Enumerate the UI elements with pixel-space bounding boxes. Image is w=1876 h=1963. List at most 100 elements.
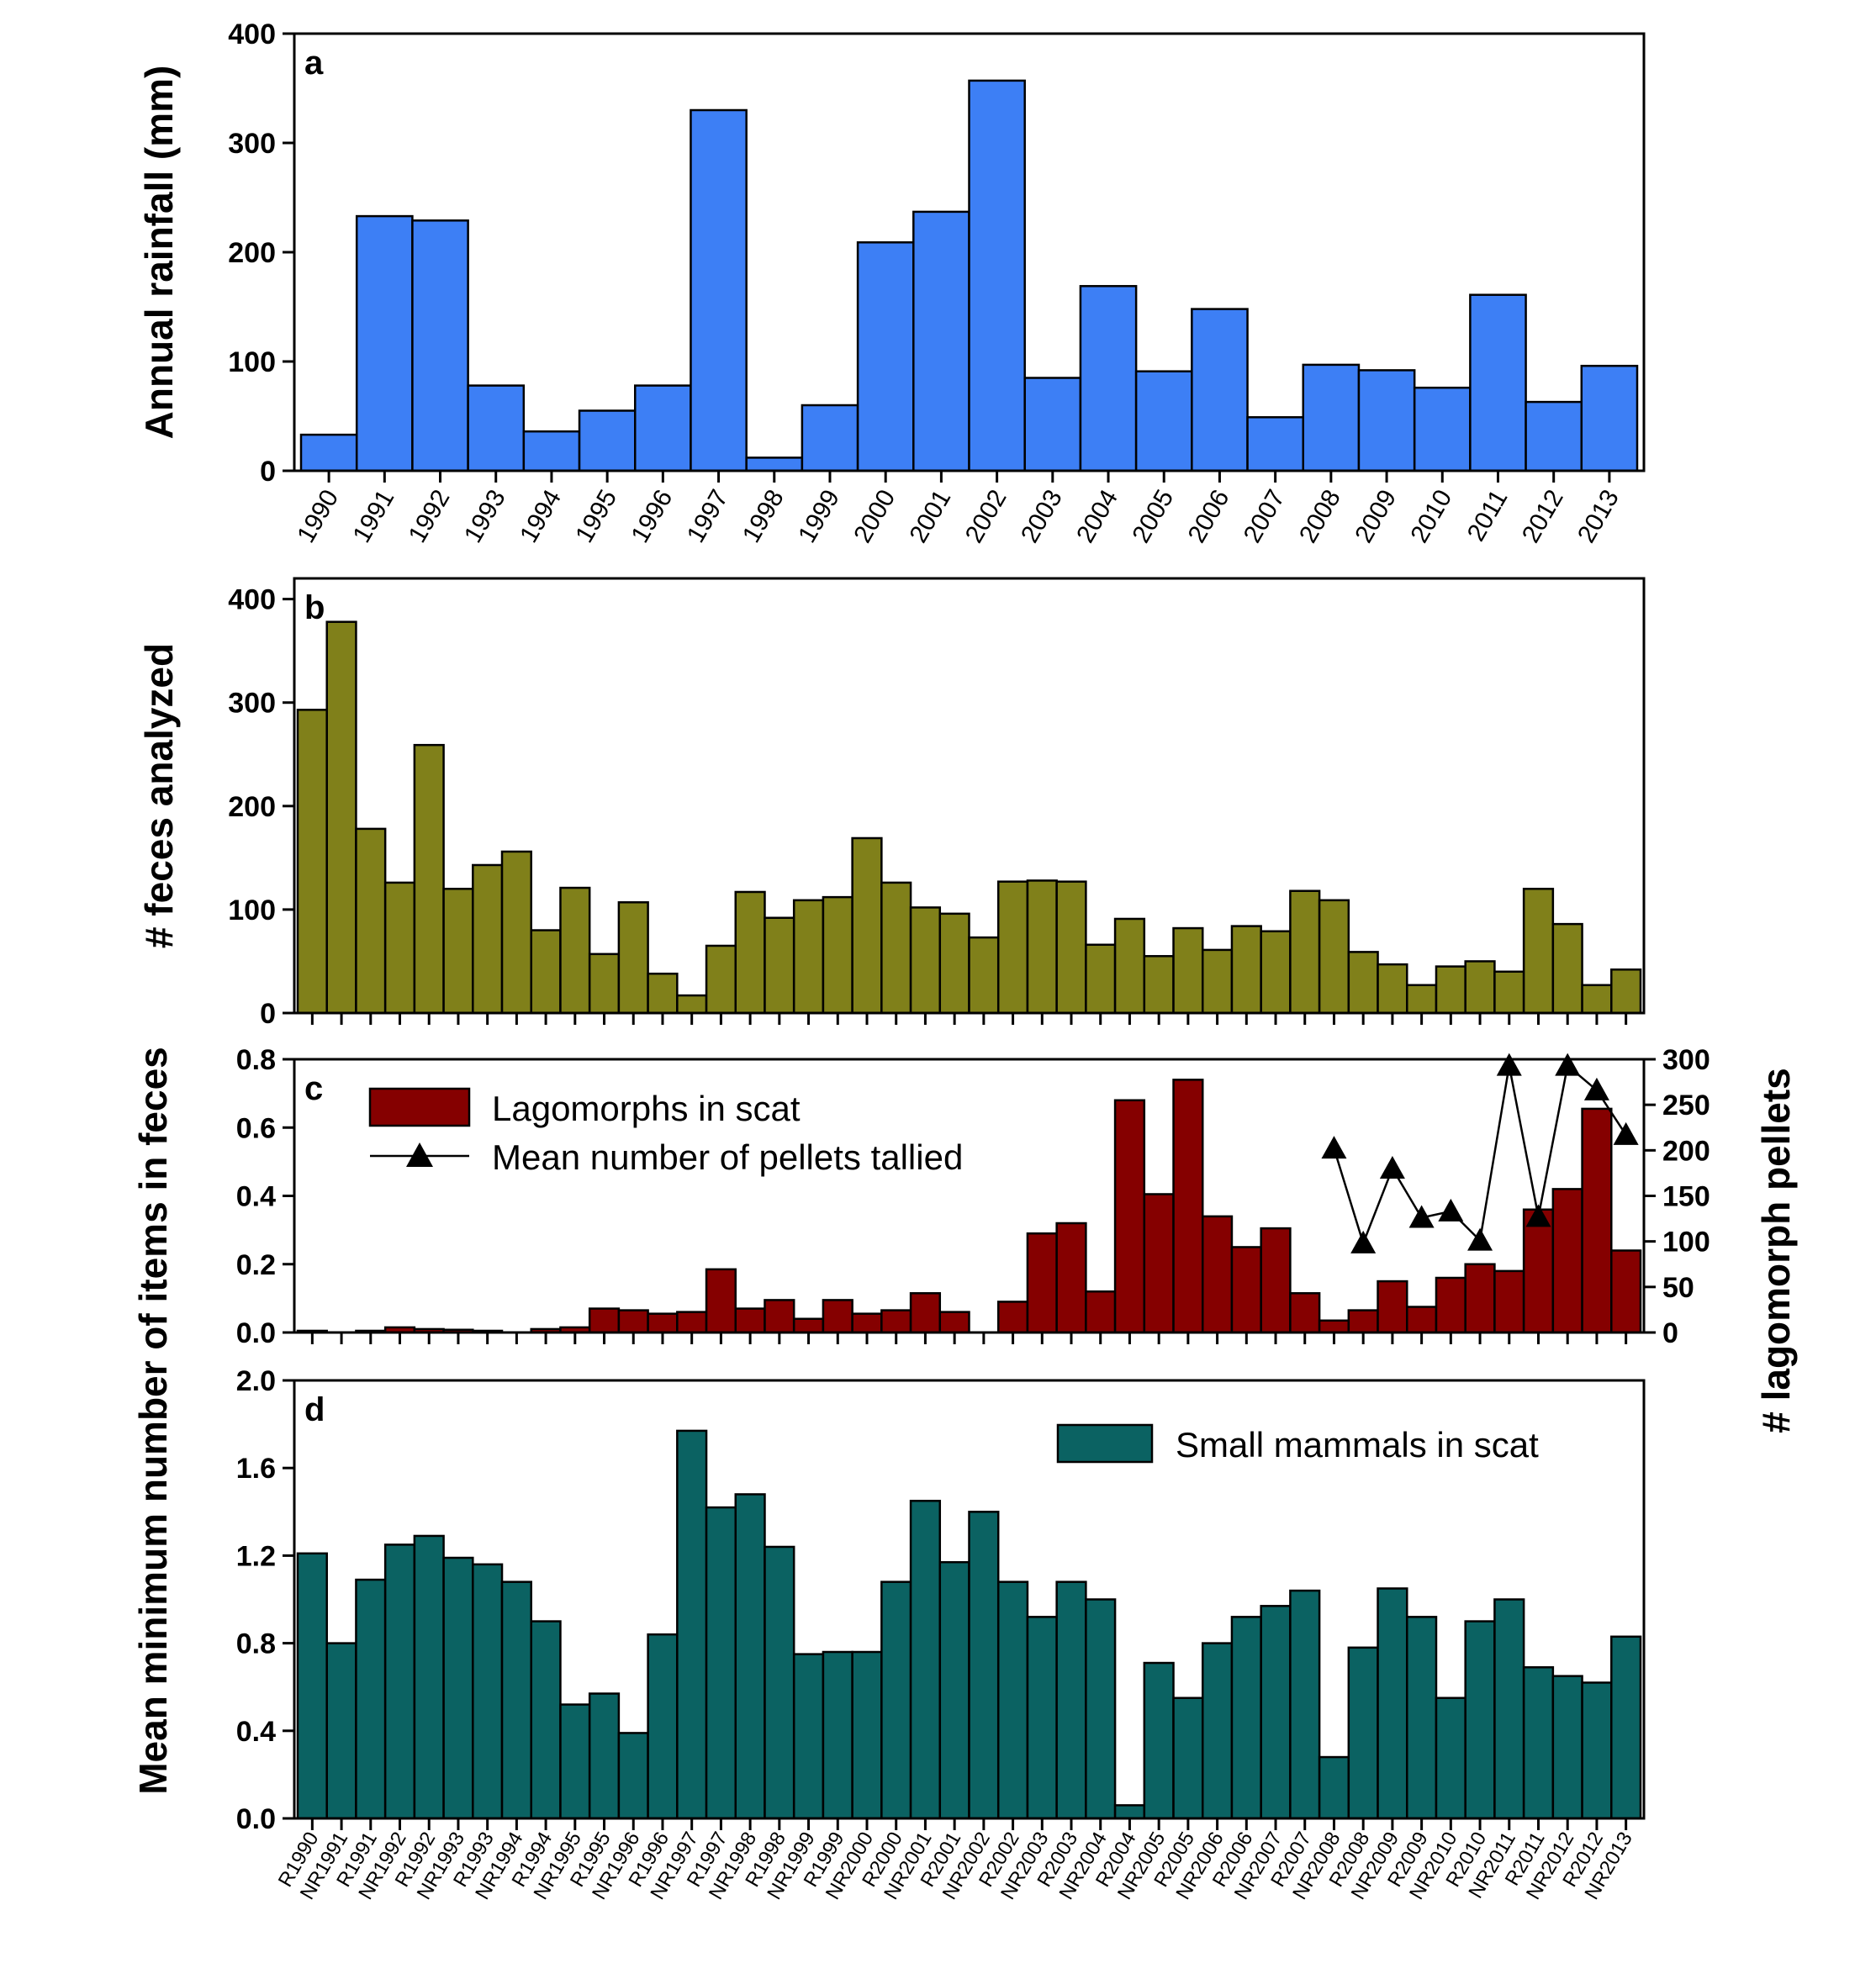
small-mammal-bar xyxy=(617,1732,649,1820)
small-mammal-bar xyxy=(1493,1598,1525,1820)
rainfall-bar xyxy=(467,384,526,472)
rainfall-bar xyxy=(801,404,859,472)
lagomorph-bar xyxy=(1522,1208,1555,1334)
x-tick-label: 1996 xyxy=(626,485,678,547)
y2-axis-title: # lagomorph pellets xyxy=(1754,1068,1798,1433)
small-mammal-bar xyxy=(968,1511,1000,1820)
small-mammal-bar xyxy=(1581,1681,1613,1820)
x-tick-label: 1990 xyxy=(292,485,344,547)
small-mammal-bar xyxy=(1347,1646,1379,1820)
rainfall-bar xyxy=(522,430,581,472)
legend-label-lagomorphs: Lagomorphs in scat xyxy=(492,1089,801,1128)
lagomorph-bar xyxy=(1435,1276,1466,1334)
x-tick-label: 2011 xyxy=(1462,485,1514,546)
x-tick-label: 1991 xyxy=(347,485,399,547)
small-mammal-bar xyxy=(647,1633,679,1820)
small-mammal-bar xyxy=(1201,1642,1234,1820)
lagomorph-bar xyxy=(1406,1306,1438,1334)
feces-bar xyxy=(1318,899,1350,1015)
lagomorph-bar xyxy=(822,1299,853,1334)
small-mammal-bar xyxy=(559,1703,591,1820)
feces-bar xyxy=(968,936,1000,1015)
lagomorph-bar xyxy=(1230,1246,1262,1334)
small-mammal-bar xyxy=(996,1580,1029,1820)
small-mammal-bar xyxy=(1318,1755,1350,1820)
legend-marker-pellets xyxy=(406,1142,433,1167)
feces-bar xyxy=(909,906,942,1015)
lagomorph-bar xyxy=(1026,1232,1058,1334)
rainfall-bar xyxy=(578,409,637,472)
small-mammal-bar xyxy=(880,1580,912,1820)
x-tick-label: 2002 xyxy=(960,485,1012,547)
y-tick-label: 0.0 xyxy=(236,1803,276,1835)
pellets-marker xyxy=(1438,1198,1464,1222)
feces-bar xyxy=(472,863,504,1015)
small-mammal-bar xyxy=(472,1563,504,1820)
y2-tick-label: 150 xyxy=(1662,1181,1710,1213)
x-tick-label: 1999 xyxy=(793,485,845,547)
y-tick-label: 200 xyxy=(228,237,276,269)
y-tick-label: 2.0 xyxy=(236,1365,276,1397)
lagomorph-bar xyxy=(880,1309,912,1334)
feces-bar xyxy=(1610,968,1642,1015)
pellets-marker xyxy=(1525,1204,1551,1227)
feces-bar xyxy=(734,890,766,1015)
small-mammal-bar xyxy=(734,1493,766,1820)
feces-bar xyxy=(1522,888,1555,1015)
lagomorph-bar xyxy=(676,1311,708,1334)
lagomorph-bar xyxy=(1289,1292,1321,1334)
y2-tick-label: 100 xyxy=(1662,1227,1710,1259)
panel-letter: a xyxy=(304,45,324,82)
feces-bar xyxy=(442,888,474,1015)
x-tick-label: 2000 xyxy=(848,485,901,547)
small-mammal-bar xyxy=(413,1534,445,1820)
rainfall-bar xyxy=(968,79,1026,472)
feces-bar xyxy=(559,886,591,1015)
x-tick-label: 2010 xyxy=(1405,485,1457,547)
lagomorph-bar xyxy=(938,1311,970,1334)
lagomorph-bar xyxy=(1493,1269,1525,1334)
rainfall-bar xyxy=(634,384,692,472)
y-axis-title: # feces analyzed xyxy=(137,643,181,948)
feces-bar xyxy=(1377,963,1408,1015)
pellets-marker xyxy=(1555,1053,1581,1076)
lagomorph-bar xyxy=(734,1307,766,1334)
small-mammal-bar xyxy=(1230,1616,1262,1820)
pellets-marker xyxy=(1496,1053,1522,1076)
lagomorph-bar xyxy=(1551,1188,1583,1334)
rainfall-bar xyxy=(1469,293,1527,472)
small-mammal-bar xyxy=(851,1650,883,1820)
rainfall-bar xyxy=(1525,400,1583,472)
rainfall-bar xyxy=(1580,364,1639,472)
x-tick-label: 2003 xyxy=(1016,485,1068,547)
y-tick-label: 0.0 xyxy=(236,1317,276,1349)
x-tick-label: 2012 xyxy=(1517,485,1569,547)
small-mammal-bar xyxy=(1085,1598,1117,1820)
lagomorph-bar xyxy=(1318,1319,1350,1334)
lagomorph-bar xyxy=(909,1292,942,1334)
feces-bar xyxy=(413,743,445,1015)
small-mammal-bar xyxy=(1464,1620,1496,1820)
lagomorph-bar xyxy=(1085,1290,1117,1334)
plot-frame xyxy=(293,1379,1646,1820)
feces-bar xyxy=(996,880,1029,1015)
small-mammal-bar xyxy=(1551,1675,1583,1820)
small-mammal-bar xyxy=(1435,1697,1466,1820)
rainfall-bar xyxy=(690,108,748,472)
rainfall-bar xyxy=(355,214,414,472)
lagomorph-bar xyxy=(1113,1099,1146,1334)
rainfall-bar xyxy=(1246,416,1304,472)
feces-bar xyxy=(1230,925,1262,1015)
small-mammal-bar xyxy=(1377,1587,1408,1820)
feces-bar xyxy=(1581,984,1613,1015)
y2-tick-label: 50 xyxy=(1662,1272,1694,1304)
x-tick-label: 2008 xyxy=(1294,485,1346,547)
small-mammal-bar xyxy=(705,1506,737,1820)
feces-bar xyxy=(1347,951,1379,1015)
x-tick-label: 1994 xyxy=(515,485,567,547)
y-tick-label: 0 xyxy=(260,998,276,1030)
feces-bar xyxy=(705,944,737,1015)
lagomorph-bar xyxy=(1201,1215,1234,1334)
feces-bar xyxy=(1085,943,1117,1015)
pellets-marker xyxy=(1583,1077,1609,1100)
